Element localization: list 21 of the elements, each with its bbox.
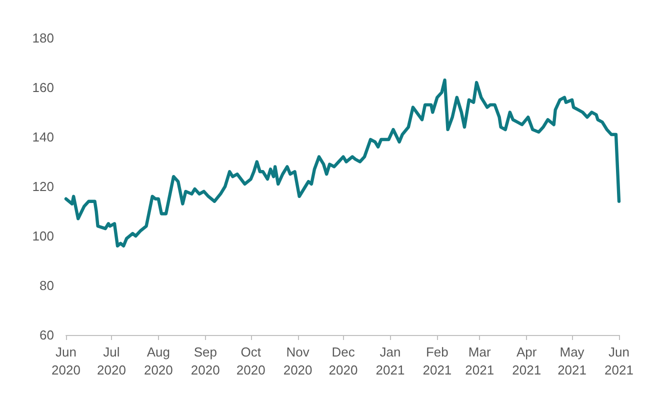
x-tick-label: Feb 2021 bbox=[422, 344, 452, 378]
x-tick-label: Dec 2020 bbox=[328, 344, 358, 378]
x-tick-label: Jul 2020 bbox=[96, 344, 126, 378]
x-tick-label: Jan 2021 bbox=[376, 344, 405, 378]
y-tick-label: 120 bbox=[32, 179, 54, 194]
x-tick-label: Mar 2021 bbox=[465, 344, 494, 378]
x-tick-label: Oct 2020 bbox=[236, 344, 266, 378]
y-tick-label: 180 bbox=[32, 30, 54, 46]
y-tick-label: 60 bbox=[40, 328, 54, 342]
x-tick-label: Jun 2021 bbox=[604, 344, 634, 378]
y-tick-label: 100 bbox=[32, 228, 54, 244]
x-tick-label: Aug 2020 bbox=[144, 344, 173, 378]
x-tick-label: Jun 2020 bbox=[52, 344, 80, 378]
y-tick-label: 80 bbox=[40, 278, 54, 293]
x-tick-label: Apr 2021 bbox=[512, 344, 542, 378]
x-tick-label: Sep 2020 bbox=[190, 344, 220, 378]
x-tick-label: Nov 2020 bbox=[283, 344, 312, 378]
y-tick-label: 140 bbox=[32, 130, 54, 144]
x-tick-label: May 2021 bbox=[558, 344, 586, 378]
y-tick-label: 160 bbox=[32, 80, 54, 95]
line-series bbox=[64, 78, 621, 248]
